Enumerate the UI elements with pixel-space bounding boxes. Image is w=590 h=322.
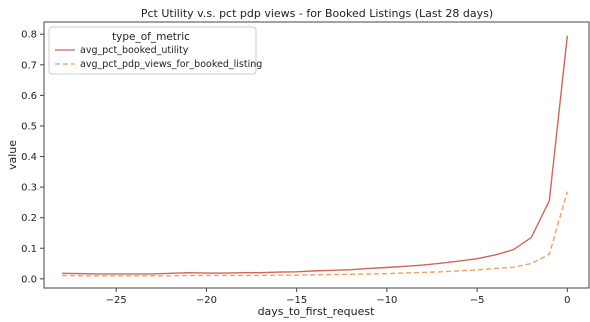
y-tick-label: 0.5: [21, 121, 37, 132]
x-tick-label: −20: [196, 295, 217, 306]
chart-title: Pct Utility v.s. pct pdp views - for Boo…: [141, 7, 493, 20]
series-line-booked-utility: [62, 35, 569, 275]
series-lines: [62, 35, 569, 277]
x-tick-label: −25: [106, 295, 127, 306]
legend: type_of_metric avg_pct_booked_utility av…: [48, 26, 262, 75]
y-axis-label: value: [6, 140, 19, 170]
legend-box: [48, 26, 257, 75]
legend-entry-booked-utility: avg_pct_booked_utility: [80, 45, 189, 56]
x-tick-label: −10: [376, 295, 397, 306]
y-tick-label: 0.8: [21, 30, 37, 41]
y-tick-label: 0.1: [21, 244, 37, 255]
y-tick-label: 0.6: [21, 91, 37, 102]
legend-entry-pdp-views: avg_pct_pdp_views_for_booked_listing: [80, 59, 262, 70]
series-line-pdp-views: [62, 191, 569, 277]
x-tick-label: 0: [564, 295, 570, 306]
x-tick-label: −5: [470, 295, 485, 306]
x-axis: −25 −20 −15 −10 −5 0: [106, 288, 571, 306]
y-tick-label: 0.0: [21, 274, 37, 285]
y-tick-label: 0.3: [21, 183, 37, 194]
y-tick-label: 0.7: [21, 60, 37, 71]
legend-title: type_of_metric: [112, 31, 190, 43]
y-tick-label: 0.4: [21, 152, 37, 163]
y-tick-label: 0.2: [21, 213, 37, 224]
y-axis: 0.0 0.1 0.2 0.3 0.4 0.5 0.6 0.7 0.8: [21, 30, 44, 285]
x-tick-label: −15: [286, 295, 307, 306]
x-axis-label: days_to_first_request: [258, 305, 376, 318]
